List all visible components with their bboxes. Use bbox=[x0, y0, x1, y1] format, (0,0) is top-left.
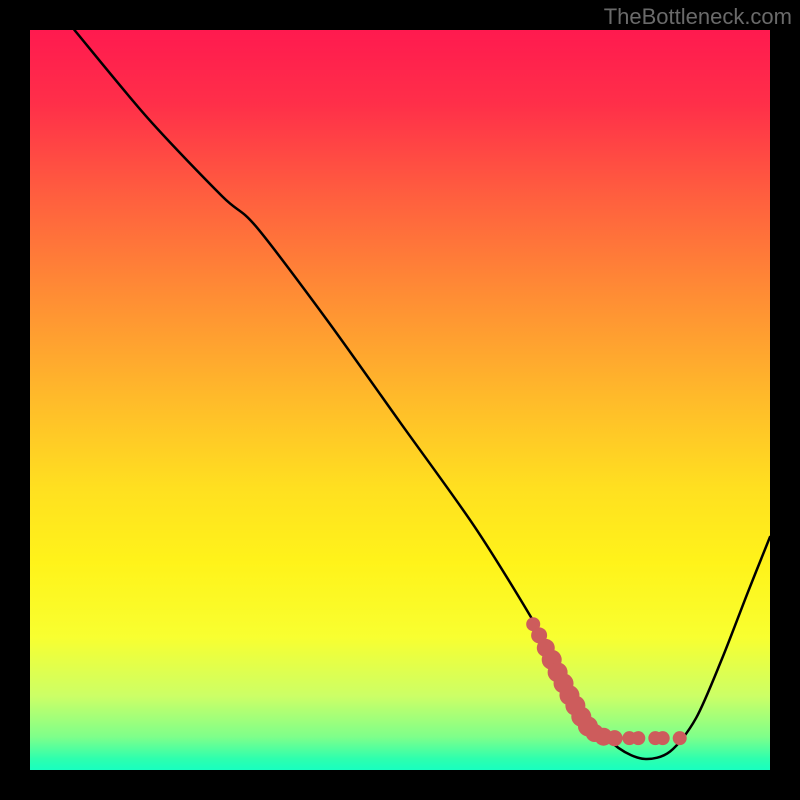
watermark-label: TheBottleneck.com bbox=[604, 4, 792, 30]
plot-area bbox=[30, 30, 770, 770]
gradient-background bbox=[30, 30, 770, 770]
